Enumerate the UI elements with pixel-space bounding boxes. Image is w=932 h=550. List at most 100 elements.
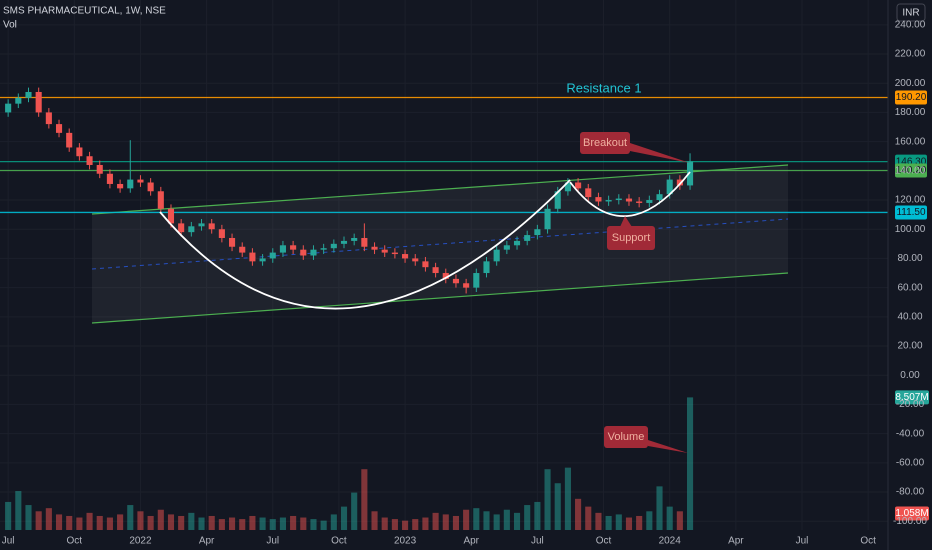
volume-tag [895,506,929,521]
x-tick-label: Apr [199,536,215,547]
candle-body [402,254,409,259]
candle-body [391,252,398,255]
y-tick-label: -80.00 [896,487,925,498]
volume-bar [676,511,683,530]
candle-body [473,273,480,288]
candle-body [86,156,93,165]
candle-body [300,249,307,256]
y-tick-label: 180.00 [895,107,926,118]
y-tick-label: -60.00 [896,457,925,468]
candle-body [412,258,419,262]
volume-bar [86,512,93,530]
volume-bar [544,469,551,530]
x-tick-label: Oct [331,536,347,547]
level-tag-label: 190.20 [896,92,927,103]
candle-body [249,252,256,262]
volume-bar [127,505,134,530]
candle-body [208,223,215,230]
candle-body [371,246,378,250]
handle-curve [569,171,691,217]
x-tick-label: Oct [596,536,612,547]
candle-body [218,229,225,238]
volume-bar [208,515,215,530]
volume-bar [167,514,175,530]
y-tick-label: 0.00 [900,370,920,381]
currency[interactable]: INR [902,8,919,19]
volume-box [604,426,648,448]
candle-body [656,194,663,201]
volume-bar [330,514,337,530]
candle-body [585,188,592,198]
volume-bar [625,517,633,530]
y-tick-label: 220.00 [895,49,926,60]
candle-body [55,124,63,133]
breakout-pointer [630,143,690,163]
candle-body [564,182,571,192]
volume-bar [554,483,561,530]
volume-bar [198,517,205,530]
breakout-box [580,132,630,154]
candle-body [340,240,348,244]
x-tick-label: Jul [2,536,15,547]
volume-bar [5,501,12,530]
volume-bar [290,515,297,530]
volume-bar [686,397,694,530]
candle-body [290,245,297,250]
candle-body [66,132,73,148]
candle-body [361,237,368,247]
x-tick-label: 2022 [129,536,152,547]
y-tick-label: 60.00 [897,282,922,293]
volume-bar [147,515,154,530]
candle-body [5,103,12,113]
volume-bar [228,517,236,530]
candle-body [625,198,633,202]
volume-bar [76,517,83,530]
volume-bar [178,515,185,530]
grid [0,0,888,530]
x-tick-label: Jul [796,536,809,547]
volume-bar [259,517,266,530]
volume-label: Volume [608,431,645,443]
candle-body [452,278,460,284]
volume-bar [157,509,164,530]
candle-body [503,245,510,250]
volume-bar [279,517,286,530]
candle-body [15,97,22,104]
candle-body [686,161,694,186]
volume-bar [402,520,409,530]
volume-tag-label: 1.058M [895,508,928,519]
candle-body [534,229,541,236]
volume-bar [493,514,500,530]
x-tick-label: 2024 [659,536,682,547]
volume-bar [361,469,368,530]
volume-bar [137,511,144,530]
candle-body [167,208,175,224]
y-tick-label: 20.00 [897,341,922,352]
candle-body [76,147,83,157]
y-tick-label: 40.00 [897,311,922,322]
candle-body [493,249,500,262]
x-tick-label: Apr [463,536,479,547]
volume-bar [595,512,602,530]
volume-bar [381,517,388,530]
candle-body [157,191,164,209]
currency-box[interactable] [896,3,926,22]
volume-bar [412,519,419,530]
volume-bar [432,512,439,530]
candle-body [432,267,439,274]
level-tag [895,205,927,220]
candle-body [575,182,582,189]
volume-bar [218,519,225,530]
volume-bar [473,508,480,530]
candle-body [188,226,195,233]
y-tick-label: 80.00 [897,253,922,264]
candle-body [544,208,551,230]
volume-bar [534,501,541,530]
volume-bar [25,505,32,530]
volume-bar [351,492,358,530]
candle-body [636,201,643,203]
volume-bar [524,505,531,530]
candle-body [35,91,42,113]
candle-body [646,200,653,203]
